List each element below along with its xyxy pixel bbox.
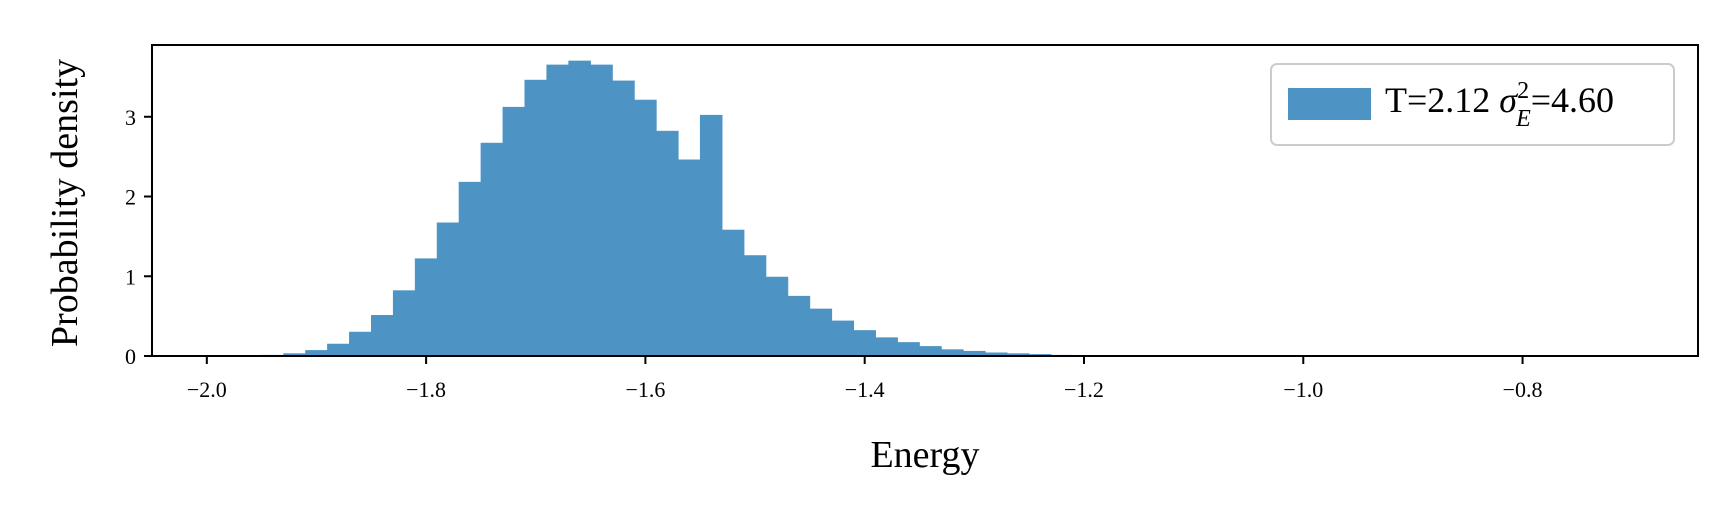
x-tick-label: −2.0 <box>187 377 227 402</box>
histogram-bars <box>261 60 1096 357</box>
histogram-bar <box>919 346 942 357</box>
x-tick-label: −1.0 <box>1283 377 1323 402</box>
histogram-bar <box>699 114 723 357</box>
x-axis: −2.0 −1.8 −1.6 −1.4 −1.2 −1.0 −0.8 <box>187 356 1543 402</box>
histogram-bar <box>809 308 833 357</box>
histogram-bar <box>392 290 416 357</box>
legend-label-value: =4.60 <box>1531 80 1614 120</box>
histogram-bar <box>743 255 767 357</box>
histogram-bar <box>349 331 372 357</box>
legend: T=2.12 σ2 E=4.60 <box>1270 63 1675 146</box>
y-axis-title: Probability density <box>44 59 86 347</box>
histogram-bar <box>436 222 460 357</box>
histogram-bar <box>546 64 569 357</box>
histogram-bar <box>765 276 789 357</box>
histogram-bar <box>327 343 350 357</box>
legend-swatch <box>1288 88 1371 120</box>
histogram-bar <box>568 60 591 357</box>
x-tick-label: −0.8 <box>1503 377 1543 402</box>
legend-box <box>1270 63 1675 146</box>
y-tick-label: 3 <box>125 105 136 130</box>
legend-label-sigma: σ <box>1499 80 1518 120</box>
histogram-bar <box>677 159 701 357</box>
histogram-bar <box>612 80 635 357</box>
histogram-bar <box>414 258 438 357</box>
histogram-bar <box>787 295 811 357</box>
histogram-bar <box>590 64 613 357</box>
x-tick-label: −1.6 <box>625 377 665 402</box>
x-axis-title: Energy <box>870 434 979 476</box>
histogram-bar <box>634 99 657 357</box>
histogram-bar <box>656 130 679 357</box>
histogram-bar <box>875 337 898 357</box>
histogram-bar <box>853 330 876 357</box>
legend-label-main: T=2.12 <box>1385 80 1499 120</box>
histogram-bar <box>831 320 855 357</box>
legend-label: T=2.12 σ2 E=4.60 <box>1385 78 1614 132</box>
histogram-bar <box>502 106 526 357</box>
x-tick-label: −1.8 <box>406 377 446 402</box>
x-tick-label: −1.2 <box>1064 377 1104 402</box>
y-axis: 0 1 2 3 <box>125 105 152 369</box>
histogram-bar <box>480 142 504 357</box>
histogram-bar <box>721 229 745 357</box>
histogram-bar <box>458 181 482 357</box>
x-tick-label: −1.4 <box>845 377 885 402</box>
histogram-bar <box>524 79 548 357</box>
y-tick-label: 0 <box>125 344 136 369</box>
histogram-bar <box>370 315 394 357</box>
y-tick-label: 1 <box>125 264 136 289</box>
legend-label-superscript: 2 <box>1517 78 1529 104</box>
y-tick-label: 2 <box>125 185 136 210</box>
legend-label-subscript: E <box>1515 106 1531 132</box>
histogram-bar <box>897 342 920 357</box>
plot-frame <box>151 44 1699 357</box>
